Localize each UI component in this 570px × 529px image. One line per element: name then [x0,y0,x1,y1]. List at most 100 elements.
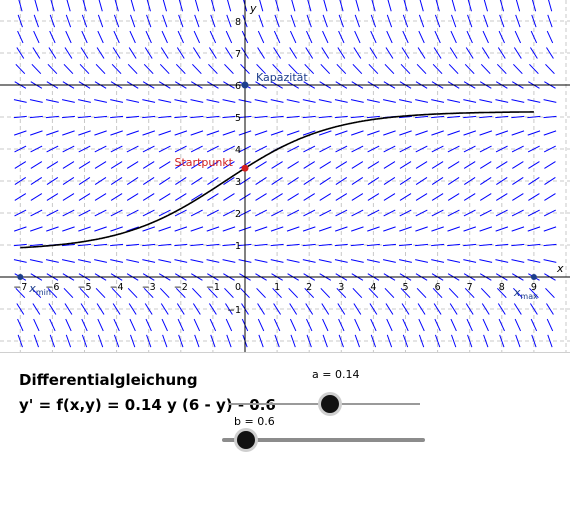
slope-segment [515,14,521,28]
slope-segment [18,0,23,12]
slope-segment [354,334,360,348]
slope-segment [434,334,441,348]
x-tick-labels: −7 −6 −5 −4 −3 −2 −1 0 1 2 3 4 5 6 7 8 9 [13,282,537,293]
xmin-point[interactable] [17,274,24,280]
x-tick-label: −3 [142,282,156,293]
slope-segment [174,259,188,263]
slope-segment [318,259,332,263]
slope-segment [463,226,477,232]
slope-segment [338,14,344,28]
slider-b-knob[interactable] [237,431,256,449]
slope-segment [334,243,348,247]
slope-segment [499,334,505,348]
slope-segment [159,63,170,75]
slope-segment [273,30,281,44]
slope-segment [258,334,264,348]
slope-segment [255,209,268,217]
slope-segment [223,161,235,169]
slope-segment [225,303,233,315]
slope-segment [335,177,348,185]
slope-segment [432,287,443,299]
slope-segment [194,0,200,12]
slope-segment [367,226,380,232]
slope-segment [336,63,347,75]
slope-segment [79,63,90,75]
start-label: Startpunkt [175,156,234,169]
slope-segment [113,334,120,348]
slope-segment [210,14,216,28]
slope-segment [305,47,314,59]
slope-segment [66,0,71,12]
slope-segment [383,161,396,169]
slope-segment [496,193,508,201]
slope-segment [334,259,348,263]
slope-segment [289,318,297,332]
slope-segment [367,209,380,217]
slope-segment [351,145,364,153]
slope-segment [544,193,556,201]
slope-segment [450,318,457,332]
slope-segment [495,209,508,217]
x-tick-label: −1 [206,282,220,293]
slope-segment [178,14,184,28]
slope-segment [546,318,554,332]
slope-segment [223,193,235,201]
slope-segment [320,287,331,299]
capacity-point[interactable] [241,81,249,89]
slope-segment [286,115,300,119]
slope-segment [545,63,555,75]
slope-segment [17,14,23,28]
slope-segment [350,115,364,119]
slope-segment [61,259,75,263]
slope-segment [337,47,346,59]
slider-b-track[interactable] [222,438,425,442]
slope-segment [511,99,525,103]
slope-segment [254,130,268,136]
slope-segment [367,193,380,201]
slope-segment [354,14,360,28]
slope-segment [65,14,72,28]
slope-segment [110,177,123,185]
slope-segment [177,318,184,332]
slope-segment [383,177,396,185]
slope-segment [97,318,104,332]
slope-segment [129,318,136,332]
slope-segment [513,303,522,315]
slope-segment [255,193,267,201]
slope-segment [256,63,266,75]
slope-segment [399,177,412,185]
slider-a-knob[interactable] [320,395,339,413]
slope-segment [271,193,283,201]
graph-view[interactable]: x y −7 −6 −5 −4 −3 −2 −1 0 1 2 3 4 5 6 7 8 9 −112345678 … [0,0,570,353]
slope-segment [497,47,506,59]
slope-segment [353,47,362,59]
slope-segment [190,99,204,103]
x-tick-label: 1 [274,282,280,293]
slope-segment [110,115,124,119]
y-tick-label: 1 [235,241,241,252]
slope-segment [158,226,172,232]
xmax-point[interactable] [530,274,537,280]
slope-segment [206,99,220,103]
slope-segment [174,209,187,217]
slope-segment [334,99,348,103]
slope-segment [190,226,204,232]
slope-segment [527,130,541,136]
slope-segment [318,99,332,103]
slope-segment [161,30,168,44]
slope-segment [511,145,524,153]
slope-segment [16,303,25,315]
slope-segment [529,47,538,59]
slope-segment [49,334,56,348]
start-point[interactable] [241,164,249,172]
slope-segment [387,0,392,12]
slope-segment [176,303,185,315]
slope-segment [33,30,40,44]
slope-segment [207,193,219,201]
slope-segment [178,0,184,12]
slope-segment [319,145,332,153]
slope-segment [13,259,27,263]
slope-segment [224,63,234,75]
slope-segment [128,303,137,315]
slope-segment [64,47,73,59]
